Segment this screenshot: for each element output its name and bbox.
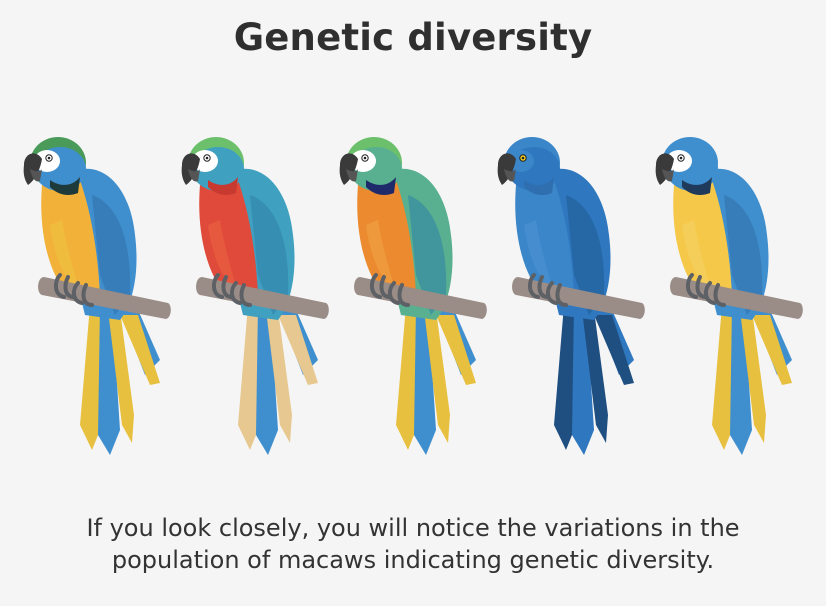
macaw-illustration-row bbox=[0, 125, 826, 470]
caption-line-2: population of macaws indicating genetic … bbox=[111, 546, 715, 574]
caption-line-1: If you look closely, you will notice the… bbox=[86, 514, 740, 542]
blue-and-yellow-macaw-2-icon bbox=[655, 137, 803, 455]
green-winged-macaw-icon bbox=[181, 137, 329, 455]
hybrid-macaw-icon bbox=[339, 137, 487, 455]
hyacinth-macaw-icon bbox=[497, 137, 645, 455]
blue-and-yellow-macaw-icon bbox=[23, 137, 171, 455]
page-title: Genetic diversity bbox=[233, 16, 593, 59]
caption: If you look closely, you will notice the… bbox=[0, 512, 826, 576]
